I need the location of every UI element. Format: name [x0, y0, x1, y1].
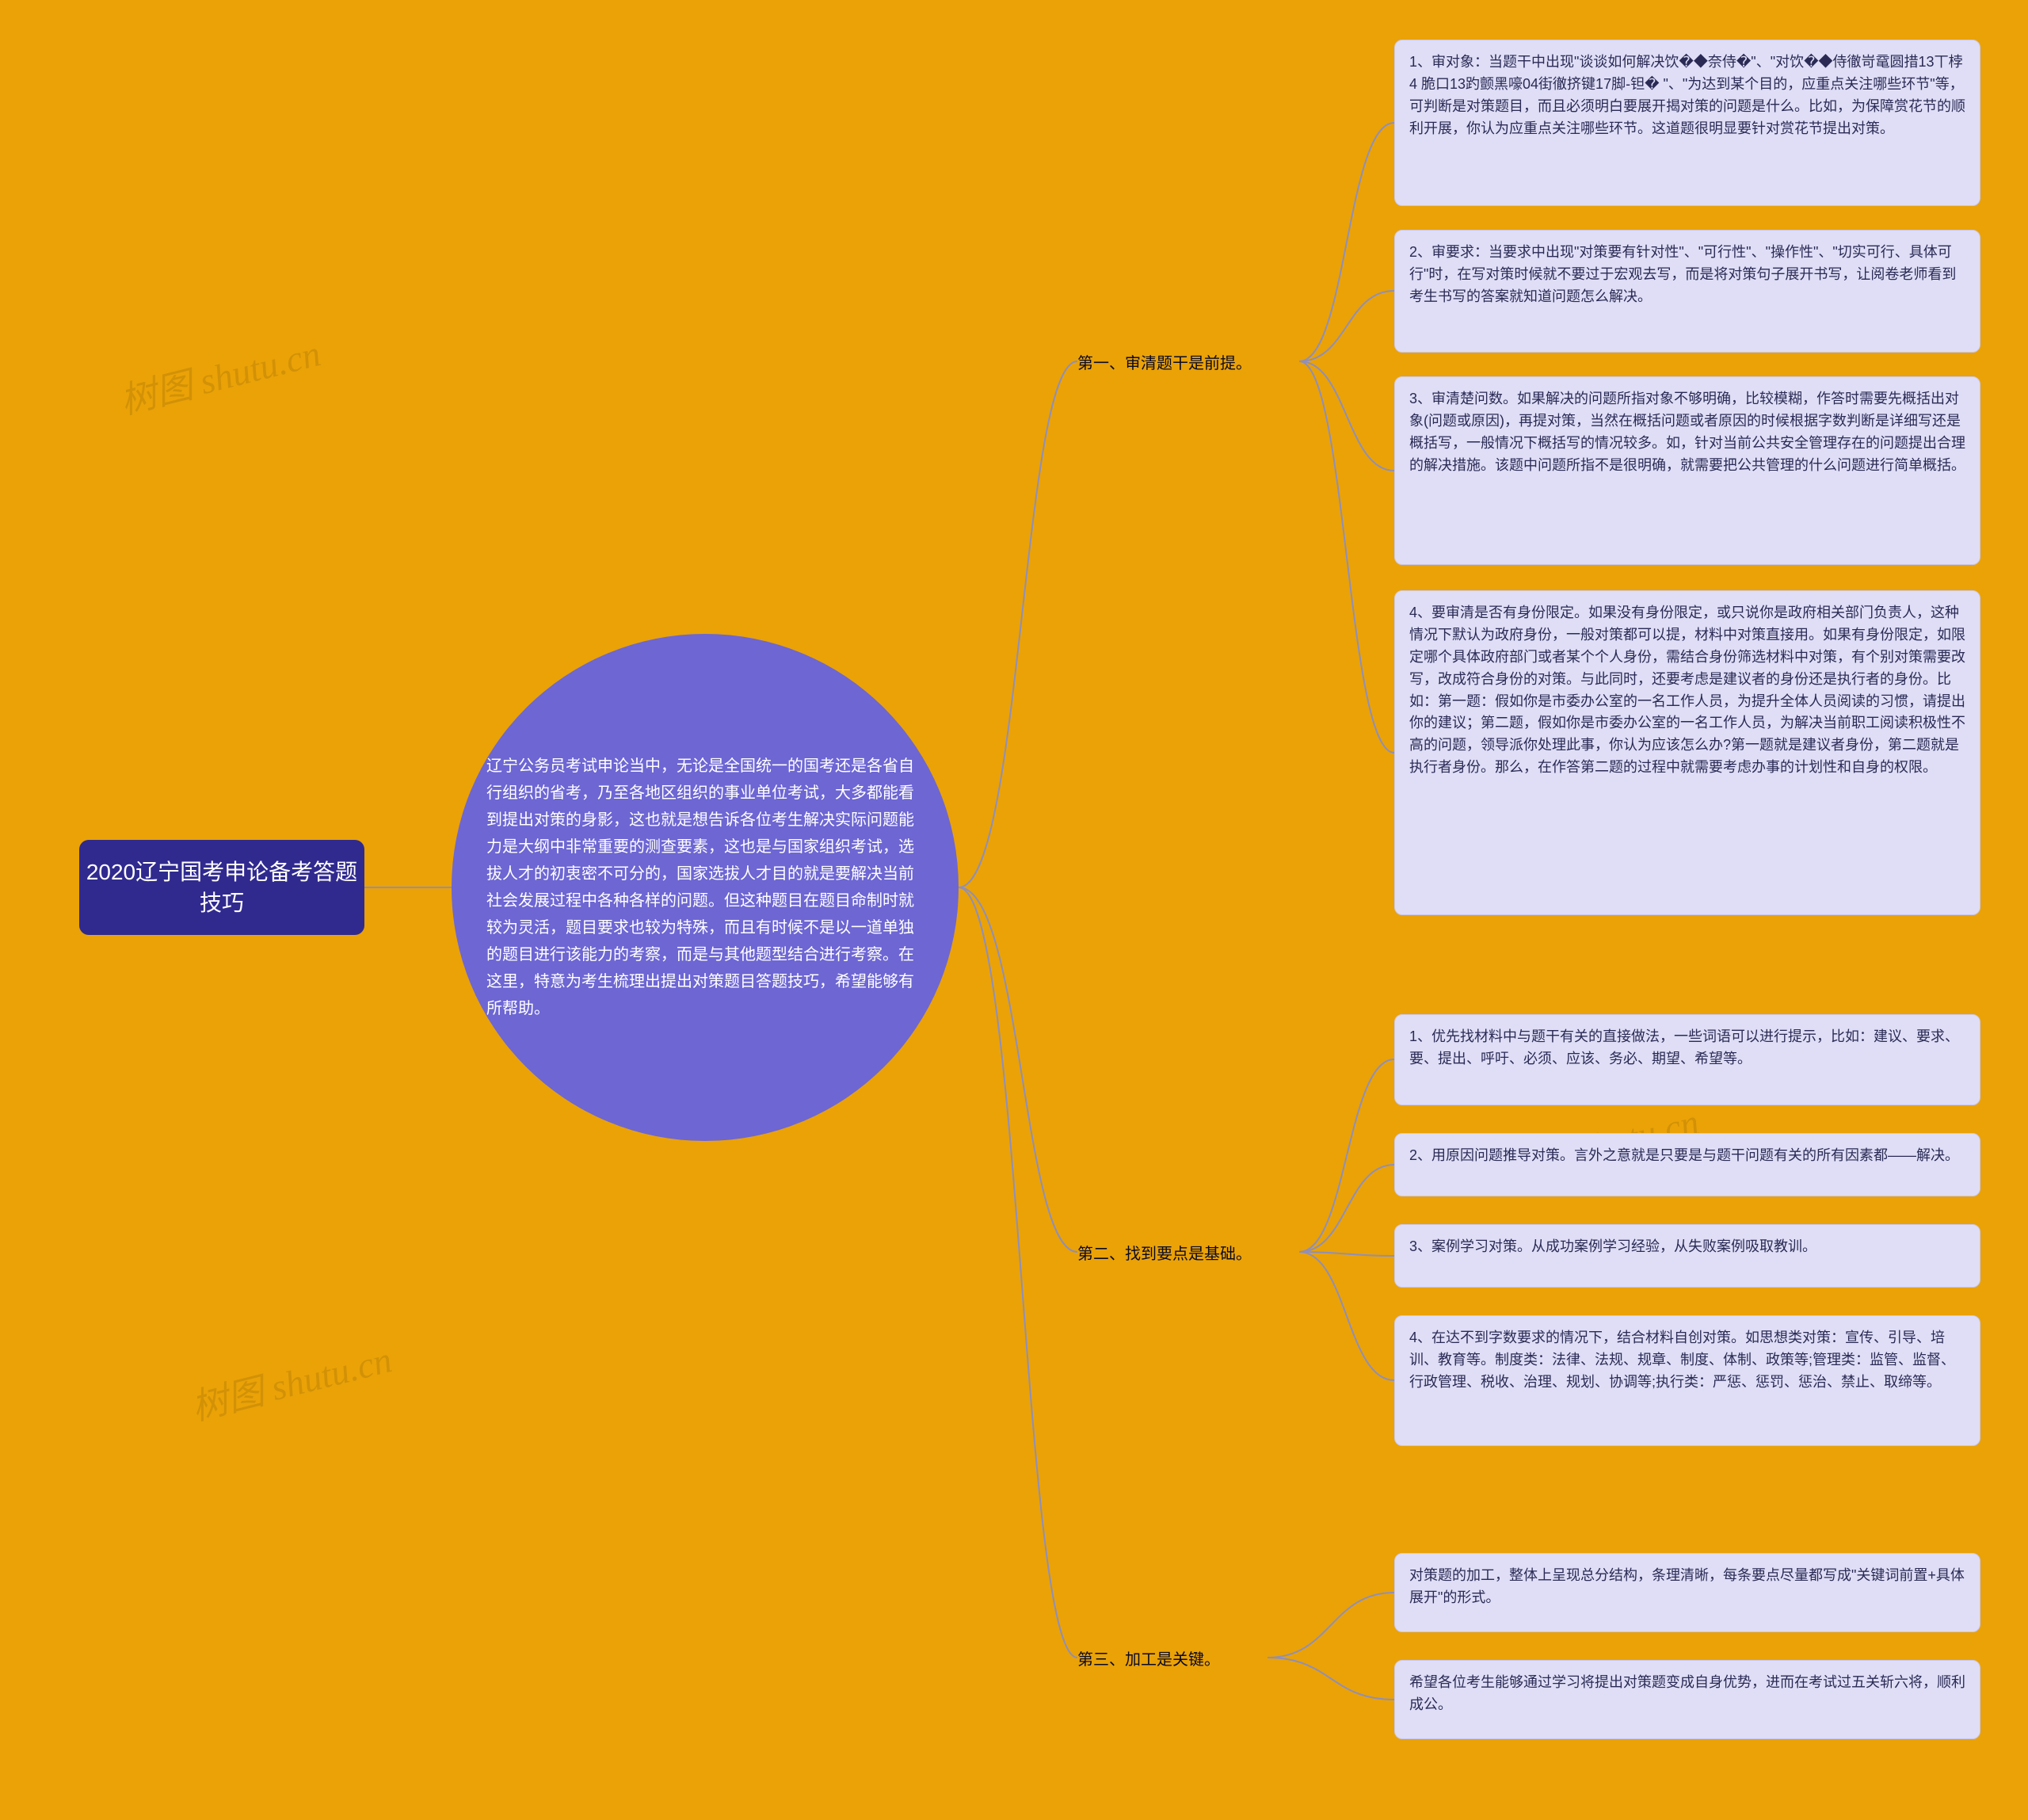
leaf-2-4[interactable]: 4、在达不到字数要求的情况下，结合材料自创对策。如思想类对策：宣传、引导、培训、…	[1394, 1315, 1980, 1446]
leaf-2-3[interactable]: 3、案例学习对策。从成功案例学习经验，从失败案例吸取教训。	[1394, 1224, 1980, 1288]
leaf-1-4[interactable]: 4、要审清是否有身份限定。如果没有身份限定，或只说你是政府相关部门负责人，这种情…	[1394, 590, 1980, 915]
topic-1-label: 第一、审清题干是前提。	[1077, 350, 1252, 373]
topic-2[interactable]: 第二、找到要点是基础。	[1077, 1236, 1299, 1268]
watermark: 树图 shutu.cn	[114, 325, 325, 425]
topic-2-label: 第二、找到要点是基础。	[1077, 1241, 1252, 1264]
intro-node[interactable]: 辽宁公务员考试申论当中，无论是全国统一的国考还是各省自行组织的省考，乃至各地区组…	[452, 634, 959, 1141]
root-node[interactable]: 2020辽宁国考申论备考答题技巧	[79, 840, 364, 935]
leaf-3-2[interactable]: 希望各位考生能够通过学习将提出对策题变成自身优势，进而在考试过五关斩六将，顺利成…	[1394, 1660, 1980, 1739]
leaf-3-1[interactable]: 对策题的加工，整体上呈现总分结构，条理清晰，每条要点尽量都写成"关键词前置+具体…	[1394, 1553, 1980, 1632]
topic-1[interactable]: 第一、审清题干是前提。	[1077, 345, 1299, 377]
leaf-1-3[interactable]: 3、审清楚问数。如果解决的问题所指对象不够明确，比较模糊，作答时需要先概括出对象…	[1394, 376, 1980, 565]
leaf-1-1[interactable]: 1、审对象：当题干中出现"谈谈如何解决饮�◆奈侍�"、"对饮�◆侍徹岢鼋圆措13…	[1394, 40, 1980, 206]
leaf-2-2[interactable]: 2、用原因问题推导对策。言外之意就是只要是与题干问题有关的所有因素都——解决。	[1394, 1133, 1980, 1196]
topic-3-label: 第三、加工是关键。	[1077, 1646, 1220, 1669]
leaf-2-1[interactable]: 1、优先找材料中与题干有关的直接做法，一些词语可以进行提示，比如：建议、要求、要…	[1394, 1014, 1980, 1105]
root-title: 2020辽宁国考申论备考答题技巧	[79, 857, 364, 918]
watermark: 树图 shutu.cn	[185, 1331, 396, 1431]
leaf-1-2[interactable]: 2、审要求：当要求中出现"对策要有针对性"、"可行性"、"操作性"、"切实可行、…	[1394, 230, 1980, 353]
intro-text: 辽宁公务员考试申论当中，无论是全国统一的国考还是各省自行组织的省考，乃至各地区组…	[486, 753, 924, 1022]
topic-3[interactable]: 第三、加工是关键。	[1077, 1642, 1268, 1673]
